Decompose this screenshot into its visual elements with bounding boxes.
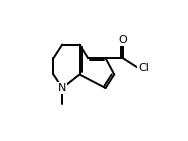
Text: O: O <box>119 35 127 45</box>
Text: Cl: Cl <box>138 63 149 73</box>
Text: N: N <box>58 83 66 93</box>
